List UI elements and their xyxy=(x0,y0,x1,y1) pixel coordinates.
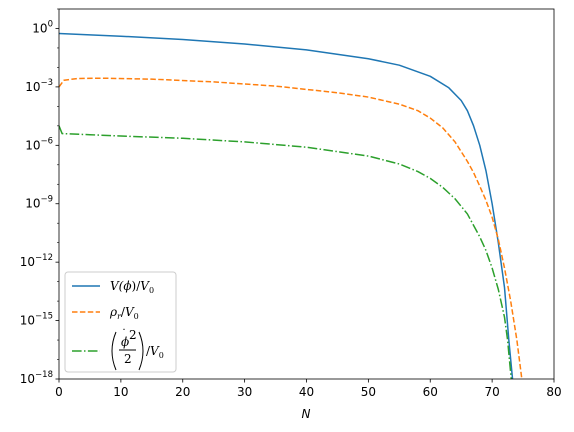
x-tick-label: 50 xyxy=(361,385,376,399)
legend-entry-rho: ρr/V0 xyxy=(109,305,139,321)
y-tick-label: 10−18 xyxy=(20,370,53,386)
y-tick-label: 10−15 xyxy=(20,312,53,328)
legend: V(ϕ)/V0 ρr/V0 ϕ ˙ 2 2 /V0 xyxy=(64,271,177,373)
legend-kin-right-paren xyxy=(138,331,144,371)
x-tick-label: 40 xyxy=(299,385,314,399)
legend-frame xyxy=(64,271,177,373)
legend-entry-kin: ϕ ˙ 2 2 /V0 xyxy=(111,327,164,371)
y-tick-label: 10−6 xyxy=(25,136,53,152)
series-layer xyxy=(59,32,523,379)
x-tick-label: 20 xyxy=(175,385,190,399)
x-tick-label: 30 xyxy=(237,385,252,399)
legend-kin-dot: ˙ xyxy=(121,327,127,341)
y-tick-label: 10−12 xyxy=(20,253,53,269)
x-tick-label: 10 xyxy=(113,385,128,399)
y-tick-label: 10−3 xyxy=(25,78,53,94)
x-tick-label: 80 xyxy=(546,385,561,399)
series-line-1 xyxy=(59,77,523,379)
x-tick-label: 60 xyxy=(423,385,438,399)
legend-kin-tail: /V0 xyxy=(146,344,164,360)
y-axis-ticks: 100 10−3 10−6 10−9 10−12 10−15 10−18 xyxy=(20,8,59,386)
x-axis-label: N xyxy=(302,407,311,421)
x-tick-label: 70 xyxy=(484,385,499,399)
legend-entry-v: V(ϕ)/V0 xyxy=(110,279,154,295)
legend-kin-left-paren xyxy=(111,331,117,371)
y-tick-label: 10−9 xyxy=(25,195,53,211)
legend-kin-num-phi: ϕ xyxy=(121,335,129,349)
legend-kin-sq: 2 xyxy=(129,328,137,342)
x-axis-ticks: 0 10 20 30 40 50 60 70 80 xyxy=(55,379,562,399)
legend-kin-den: 2 xyxy=(124,352,132,366)
y-tick-label: 100 xyxy=(32,19,53,35)
x-tick-label: 0 xyxy=(55,385,63,399)
series-line-2 xyxy=(59,125,513,379)
